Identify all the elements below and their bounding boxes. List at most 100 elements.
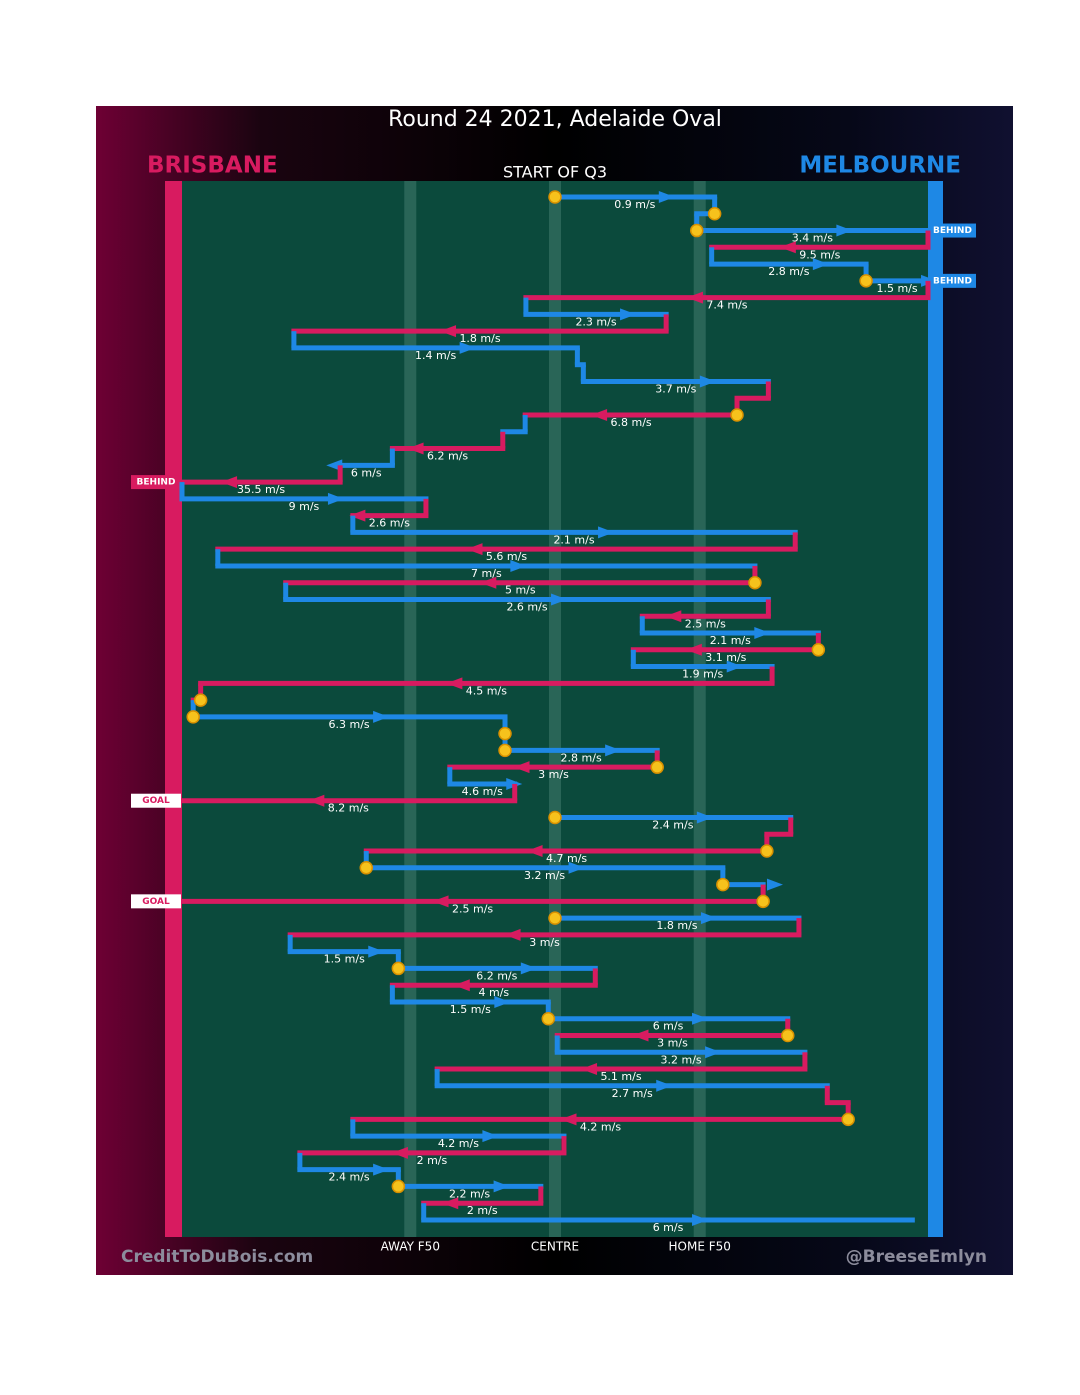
direction-arrow (466, 543, 483, 556)
speed-label: 2.3 m/s (575, 315, 616, 328)
direction-arrow (779, 241, 796, 254)
speed-label: 9.5 m/s (799, 248, 840, 261)
direction-arrow (568, 861, 585, 874)
speed-label: 3 m/s (529, 936, 560, 949)
outcome-tag (131, 793, 181, 808)
direction-arrow (504, 928, 521, 941)
speed-label: 3.1 m/s (705, 651, 746, 664)
direction-arrow (442, 1197, 459, 1210)
outcome-label: BEHIND (137, 478, 176, 488)
stoppage-marker (748, 575, 762, 590)
stoppage-marker (716, 877, 730, 892)
direction-arrow (510, 559, 527, 572)
chart-title: Round 24 2021, Adelaide Oval (388, 107, 722, 132)
stoppage-marker (498, 726, 512, 741)
right-goal-line (928, 181, 943, 1237)
outcome-label: BEHIND (933, 276, 972, 286)
direction-arrow (632, 1029, 649, 1042)
direction-arrow (308, 794, 325, 807)
direction-arrow (526, 845, 543, 858)
speed-label: 2.5 m/s (452, 902, 493, 915)
direction-arrow (700, 912, 717, 925)
direction-arrow (658, 191, 675, 203)
speed-label: 2.1 m/s (553, 533, 594, 546)
speed-label: 9 m/s (289, 500, 320, 513)
direction-arrow (685, 643, 702, 656)
speed-label: 3 m/s (657, 1037, 688, 1050)
speed-label: 0.9 m/s (614, 198, 655, 211)
speed-label: 6.8 m/s (611, 416, 652, 429)
speed-label: 1.8 m/s (656, 919, 697, 932)
direction-arrow (560, 1113, 577, 1126)
speed-label: 2.7 m/s (612, 1087, 653, 1100)
speed-label: 2.6 m/s (506, 600, 547, 613)
speed-label: 4.5 m/s (466, 684, 507, 697)
speed-label: 4.6 m/s (462, 785, 503, 798)
credit: @BreeseEmlyn (846, 1247, 987, 1267)
speed-label: 3.7 m/s (655, 382, 696, 395)
stoppage-marker (707, 207, 722, 221)
speed-label: 2.6 m/s (369, 517, 410, 530)
speed-label: 5.6 m/s (486, 550, 527, 563)
stoppage-marker (730, 408, 744, 422)
speed-label: 2.2 m/s (449, 1187, 490, 1200)
stoppage-marker (781, 1028, 795, 1043)
speed-label: 2.4 m/s (329, 1171, 370, 1184)
direction-arrow (373, 710, 390, 723)
stoppage-marker (498, 743, 512, 758)
direction-arrow (480, 576, 497, 589)
outcome-tag (131, 894, 181, 909)
speed-label: 4.2 m/s (580, 1120, 621, 1133)
speed-label: 2.1 m/s (710, 634, 751, 647)
direction-arrow (391, 1146, 408, 1159)
subtitle: START OF Q3 (503, 163, 607, 182)
speed-label: 6.3 m/s (329, 718, 370, 731)
speed-label: 35.5 m/s (237, 483, 285, 496)
stoppage-marker (548, 810, 562, 825)
speed-label: 2.5 m/s (685, 617, 726, 630)
direction-arrow (665, 610, 682, 623)
speed-label: 1.5 m/s (450, 1003, 491, 1016)
speed-label: 6.2 m/s (476, 969, 517, 982)
stoppage-marker (841, 1112, 855, 1127)
stoppage-marker (391, 1179, 406, 1194)
direction-arrow (598, 526, 615, 539)
speed-label: 4.7 m/s (546, 852, 587, 865)
direction-arrow (591, 409, 608, 422)
direction-arrow (766, 878, 783, 891)
speed-label: 6 m/s (653, 1221, 684, 1234)
direction-arrow (459, 341, 476, 354)
speed-label: 4.2 m/s (438, 1137, 479, 1150)
speed-label: 1.8 m/s (459, 332, 500, 345)
speed-label: 5.1 m/s (600, 1070, 641, 1083)
direction-arrow (327, 492, 344, 505)
x-tick-label: AWAY F50 (381, 1240, 440, 1254)
speed-label: 1.5 m/s (876, 282, 917, 295)
stoppage-marker (760, 844, 774, 858)
direction-arrow (373, 1163, 390, 1176)
direction-arrow (696, 811, 713, 824)
outcome-tag (131, 475, 181, 490)
stoppage-marker (548, 911, 562, 925)
outcome-tag (929, 273, 976, 288)
speed-label: 1.9 m/s (682, 668, 723, 681)
direction-arrow (605, 744, 622, 757)
direction-arrow (812, 258, 829, 271)
direction-arrow (754, 627, 771, 640)
direction-arrow (494, 995, 511, 1008)
speed-label: 7.4 m/s (706, 299, 747, 312)
direction-arrow (692, 1012, 709, 1025)
speed-label: 3.4 m/s (792, 232, 833, 245)
stoppage-marker (756, 894, 770, 909)
speed-label: 6.2 m/s (427, 450, 468, 463)
direction-arrow (705, 1046, 722, 1059)
speed-label: 3.2 m/s (660, 1053, 701, 1066)
direction-arrow (699, 375, 716, 388)
direction-arrow (453, 979, 470, 992)
direction-arrow (446, 677, 463, 690)
direction-arrow (493, 1180, 510, 1193)
x-tick-label: CENTRE (531, 1240, 579, 1254)
x-tick-label: HOME F50 (669, 1240, 731, 1254)
direction-arrow (407, 442, 424, 455)
